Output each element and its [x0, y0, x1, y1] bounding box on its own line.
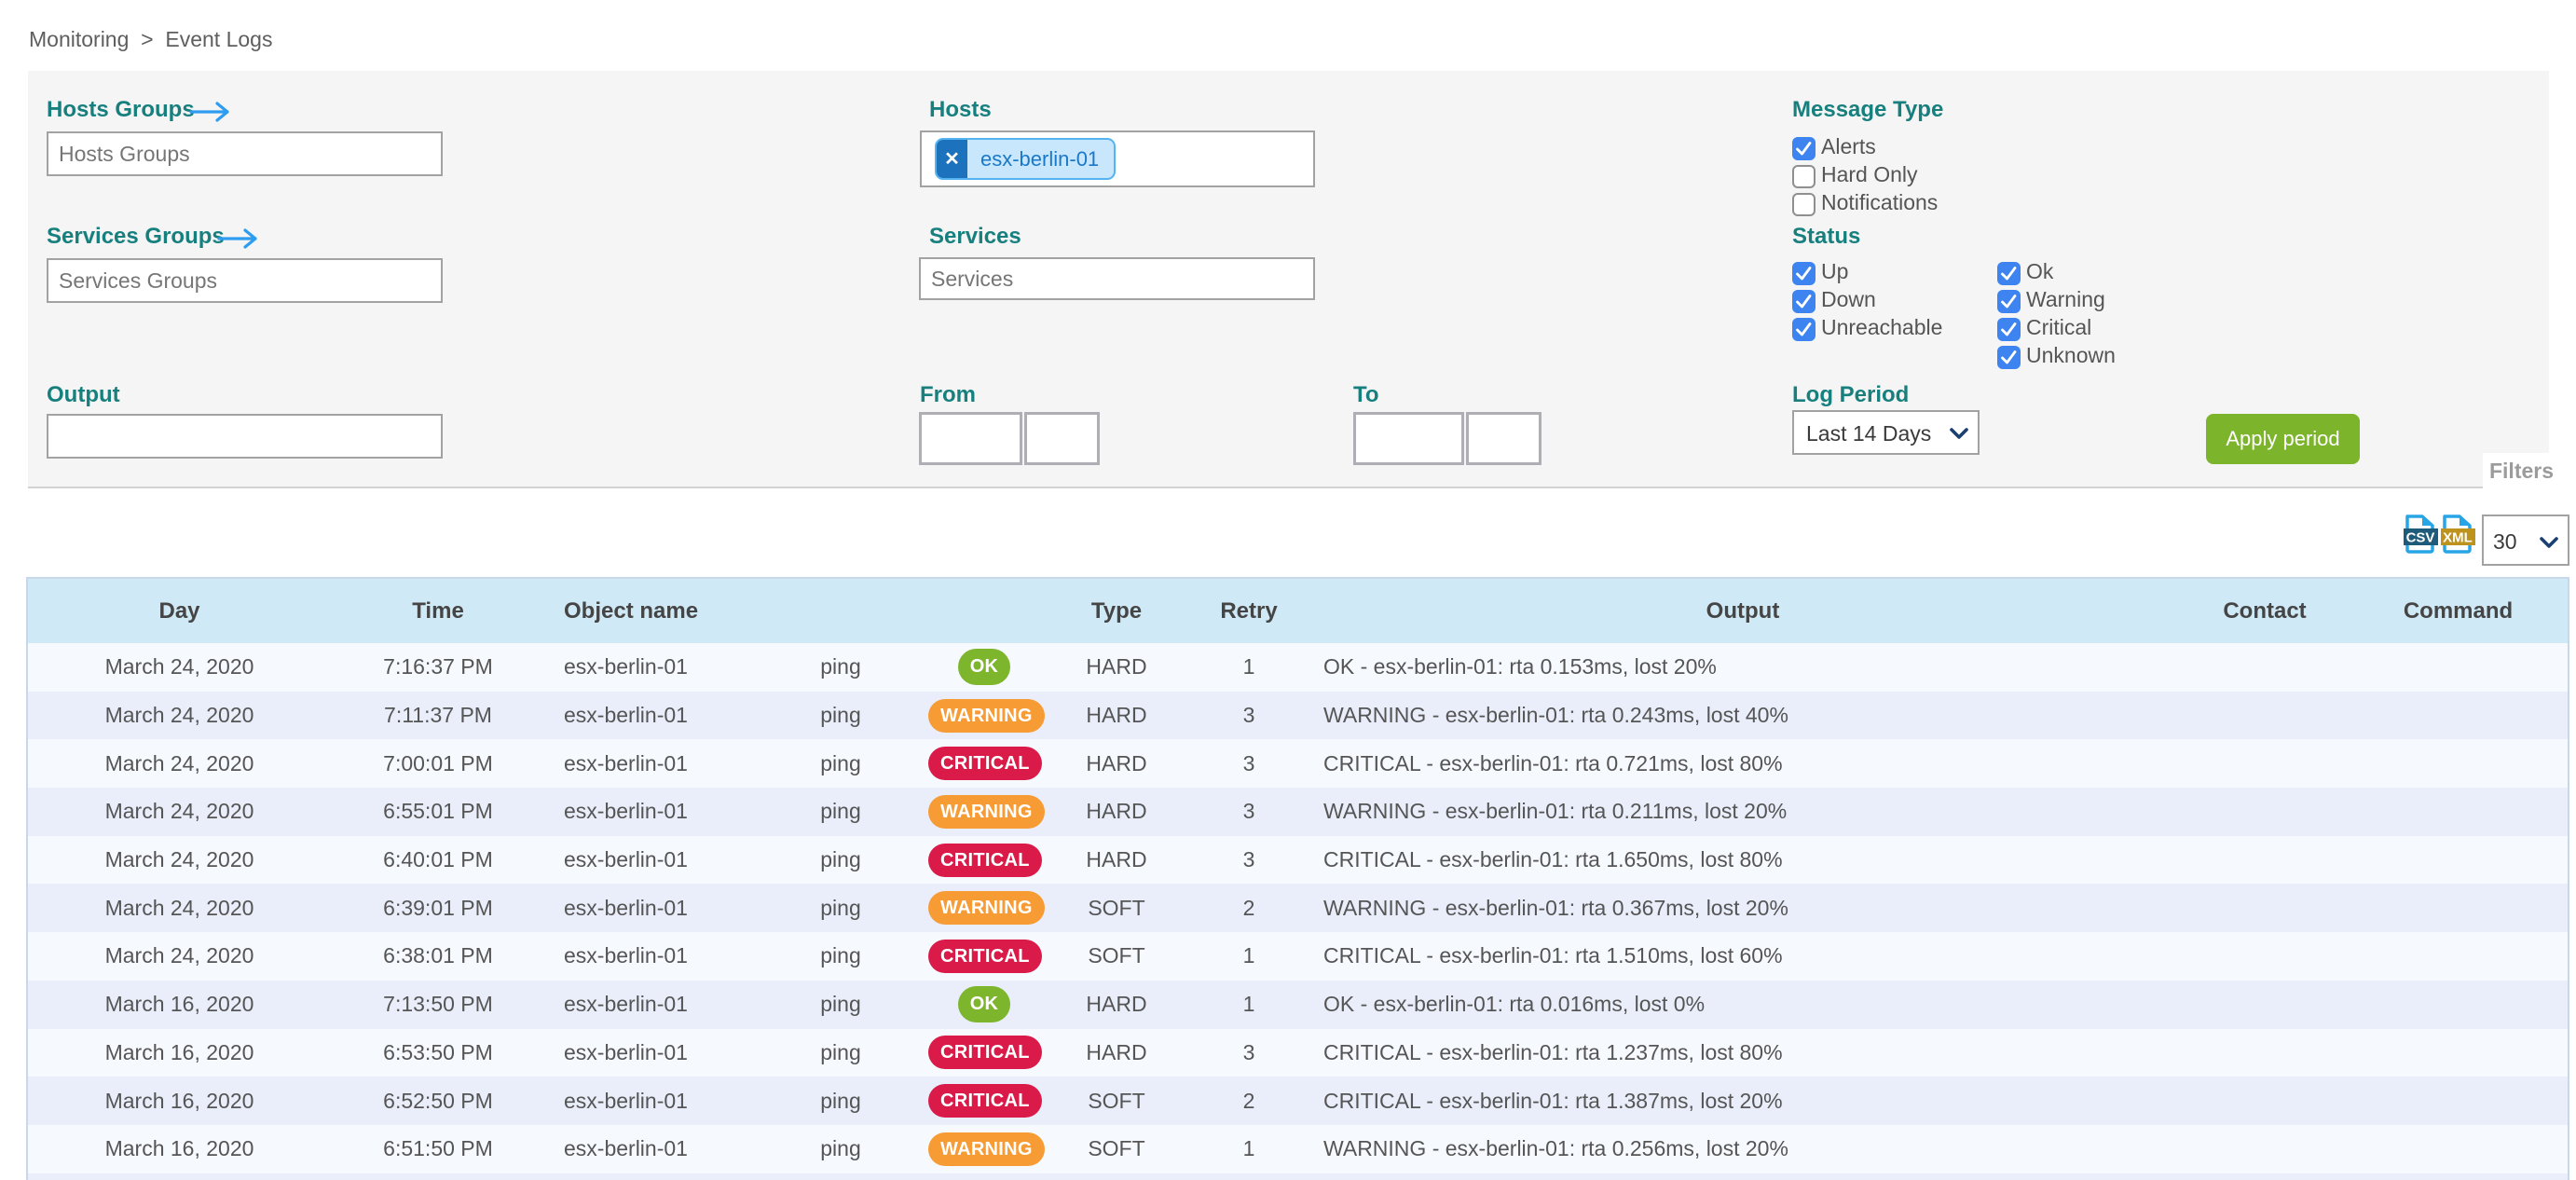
svg-text:XML: XML [2443, 530, 2473, 546]
svg-text:CSV: CSV [2406, 530, 2435, 546]
